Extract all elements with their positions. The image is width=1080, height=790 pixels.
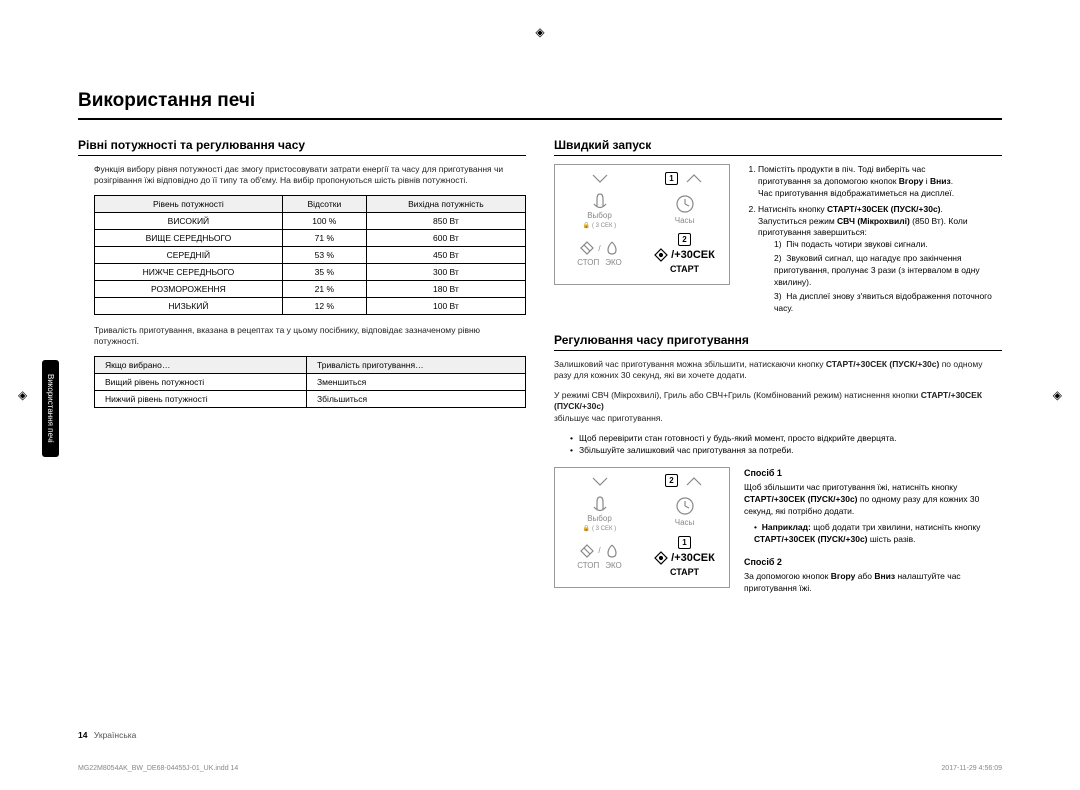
cell: Вищий рівень потужності bbox=[95, 373, 307, 390]
down-arrow bbox=[561, 171, 638, 185]
cell: 71 % bbox=[282, 229, 366, 246]
th-if: Якщо вибрано… bbox=[95, 356, 307, 373]
adj-p1: Залишковий час приготування можна збільш… bbox=[554, 359, 1002, 382]
up-with-badge: 1 bbox=[646, 171, 723, 185]
stop-eco: / СТОПЭКО bbox=[561, 536, 638, 577]
hold-label: 🔒 ( 3 СЕК ) bbox=[583, 525, 616, 532]
quick-steps: Помістіть продукти в піч. Тоді виберіть … bbox=[744, 164, 1002, 319]
page-number: 14 bbox=[78, 730, 87, 740]
start-label: СТАРТ bbox=[670, 567, 699, 577]
cell: 100 Вт bbox=[366, 297, 525, 314]
section-quick: Швидкий запуск bbox=[554, 138, 1002, 156]
cell: ВИЩЕ СЕРЕДНЬОГО bbox=[95, 229, 283, 246]
cell: 53 % bbox=[282, 246, 366, 263]
intro-l2: розігрівання їжі відповідно до її типу т… bbox=[94, 175, 468, 185]
badge-2: 2 bbox=[678, 233, 691, 246]
meta-date: 2017-11-29 4:56:09 bbox=[941, 765, 1002, 772]
down-arrow bbox=[561, 474, 638, 488]
reg-mark-right: ◈ bbox=[1053, 388, 1062, 402]
bullet-1: Щоб перевірити стан готовності у будь-як… bbox=[570, 432, 1002, 444]
step-2: Натисніть кнопку СТАРТ/+30СЕК (ПУСК/+30с… bbox=[758, 204, 1002, 315]
method-1-title: Спосіб 1 bbox=[744, 467, 1002, 480]
main-title: Використання печі bbox=[78, 90, 1002, 120]
start-label: СТАРТ bbox=[670, 264, 699, 274]
stop-label: СТОП bbox=[577, 258, 599, 267]
control-panel-1: 1 Выбор 🔒 ( 3 СЕК ) Часы bbox=[554, 164, 730, 285]
intro-text: Функція вибору рівня потужності дає змог… bbox=[78, 164, 526, 187]
cell: ВИСОКИЙ bbox=[95, 212, 283, 229]
page-footer: 14 Українська bbox=[78, 730, 136, 740]
cell: СЕРЕДНІЙ bbox=[95, 246, 283, 263]
select-icon: Выбор 🔒 ( 3 СЕК ) bbox=[561, 189, 638, 229]
cell: 300 Вт bbox=[366, 263, 525, 280]
cell: 100 % bbox=[282, 212, 366, 229]
start-30: 1 /+30СЕК СТАРТ bbox=[646, 536, 723, 577]
side-tab: Використання печі bbox=[42, 360, 59, 457]
reg-mark-left: ◈ bbox=[18, 388, 27, 402]
cell: Зменшиться bbox=[307, 373, 526, 390]
cell: 600 Вт bbox=[366, 229, 525, 246]
page: Використання печі Рівні потужності та ре… bbox=[0, 0, 1080, 645]
intro-l1: Функція вибору рівня потужності дає змог… bbox=[94, 164, 503, 174]
badge-1: 1 bbox=[665, 172, 678, 185]
cell: Нижчий рівень потужності bbox=[95, 390, 307, 407]
cell: 180 Вт bbox=[366, 280, 525, 297]
sub-3: 3) На дисплеї знову з'явиться відображен… bbox=[774, 291, 1002, 315]
th-dur: Тривалість приготування… bbox=[307, 356, 526, 373]
mid-text: Тривалість приготування, вказана в рецеп… bbox=[78, 325, 526, 348]
method-2-title: Спосіб 2 bbox=[744, 556, 1002, 569]
hold-label: 🔒 ( 3 СЕК ) bbox=[583, 222, 616, 229]
th-out: Вихідна потужність bbox=[366, 195, 525, 212]
start-30: 2 /+30СЕК СТАРТ bbox=[646, 233, 723, 274]
select-label: Выбор bbox=[587, 514, 612, 523]
step-1: Помістіть продукти в піч. Тоді виберіть … bbox=[758, 164, 1002, 200]
sub-2: 2) Звуковий сигнал, що нагадує про закін… bbox=[774, 253, 1002, 289]
eco-label: ЭКО bbox=[605, 258, 622, 267]
stop-label: СТОП bbox=[577, 561, 599, 570]
section-adjust: Регулювання часу приготування bbox=[554, 333, 1002, 351]
up-with-badge: 2 bbox=[646, 474, 723, 488]
select-icon: Выбор 🔒 ( 3 СЕК ) bbox=[561, 492, 638, 532]
control-panel-2: 2 Выбор 🔒 ( 3 СЕК ) Часы bbox=[554, 467, 730, 588]
effect-table: Якщо вибрано… Тривалість приготування… В… bbox=[94, 356, 526, 408]
bullet-2: Збільшуйте залишковий час приготування з… bbox=[570, 444, 1002, 456]
language: Українська bbox=[94, 730, 137, 740]
sec30-label: /+30СЕК bbox=[671, 552, 715, 564]
cell: НИЖЧЕ СЕРЕДНЬОГО bbox=[95, 263, 283, 280]
time-icon: Часы bbox=[646, 189, 723, 229]
cell: 850 Вт bbox=[366, 212, 525, 229]
meta-file: MG22M8054AK_BW_DE68-04455J-01_UK.indd 14 bbox=[78, 765, 238, 772]
badge-2b: 2 bbox=[665, 474, 678, 487]
stop-eco: / СТОПЭКО bbox=[561, 233, 638, 274]
cell: 12 % bbox=[282, 297, 366, 314]
adj-bullets: Щоб перевірити стан готовності у будь-як… bbox=[554, 432, 1002, 457]
power-table: Рівень потужності Відсотки Вихідна потуж… bbox=[94, 195, 526, 315]
adj-p2: У режимі СВЧ (Мікрохвилі), Гриль або СВЧ… bbox=[554, 390, 1002, 424]
eco-label: ЭКО bbox=[605, 561, 622, 570]
right-column: Швидкий запуск 1 Выбор 🔒 ( 3 СЕК ) bbox=[554, 138, 1002, 615]
left-column: Рівні потужності та регулювання часу Фун… bbox=[78, 138, 526, 615]
badge-1b: 1 bbox=[678, 536, 691, 549]
th-pct: Відсотки bbox=[282, 195, 366, 212]
methods: Спосіб 1 Щоб збільшити час приготування … bbox=[744, 467, 1002, 605]
footer-meta: MG22M8054AK_BW_DE68-04455J-01_UK.indd 14… bbox=[78, 765, 1002, 772]
sec30-label: /+30СЕК bbox=[671, 249, 715, 261]
select-label: Выбор bbox=[587, 211, 612, 220]
cell: 450 Вт bbox=[366, 246, 525, 263]
cell: 35 % bbox=[282, 263, 366, 280]
cell: РОЗМОРОЖЕННЯ bbox=[95, 280, 283, 297]
time-icon: Часы bbox=[646, 492, 723, 532]
cell: НИЗЬКИЙ bbox=[95, 297, 283, 314]
section-power-levels: Рівні потужності та регулювання часу bbox=[78, 138, 526, 156]
time-label: Часы bbox=[675, 518, 695, 527]
sub-1: 1) Піч подасть чотири звукові сигнали. bbox=[774, 239, 1002, 251]
cell: Збільшиться bbox=[307, 390, 526, 407]
time-label: Часы bbox=[675, 216, 695, 225]
cell: 21 % bbox=[282, 280, 366, 297]
th-level: Рівень потужності bbox=[95, 195, 283, 212]
reg-mark-top: ◈ bbox=[535, 25, 544, 39]
